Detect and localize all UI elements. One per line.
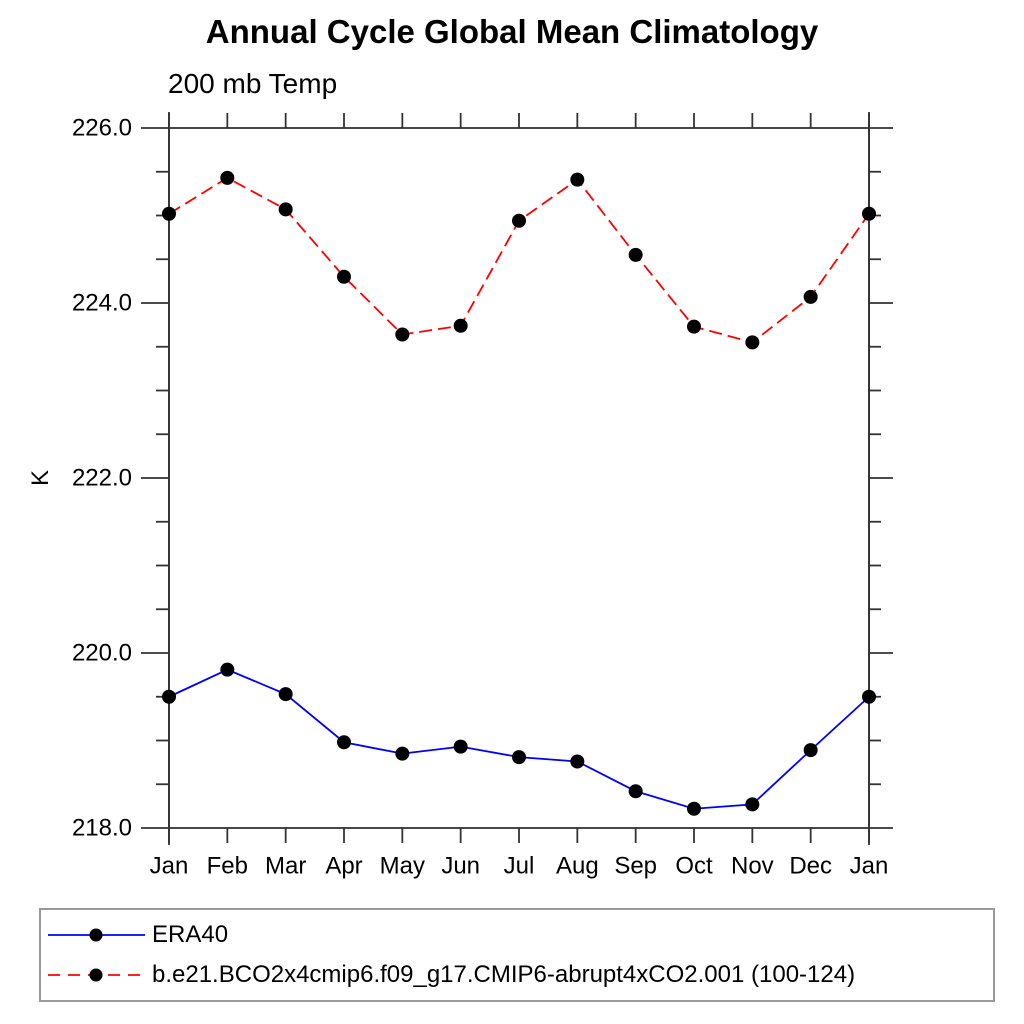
data-point-marker <box>512 750 526 765</box>
data-point-marker <box>862 206 876 221</box>
chart-subtitle: 200 mb Temp <box>168 68 338 99</box>
data-point-marker <box>162 689 176 704</box>
x-tick-label: Aug <box>556 853 599 880</box>
legend-line-sample-solid <box>48 928 145 942</box>
data-point-marker <box>162 206 176 221</box>
legend-sample-marker <box>89 968 103 982</box>
y-tick-label: 220.0 <box>72 640 132 667</box>
legend-label-era40: ERA40 <box>152 921 229 949</box>
data-point-marker <box>862 689 876 704</box>
x-tick-label: Mar <box>265 853 306 880</box>
x-tick-label: Jul <box>504 853 535 880</box>
x-tick-label: Nov <box>731 853 774 880</box>
plot-frame <box>168 127 870 829</box>
series-line-1 <box>168 176 870 344</box>
y-tick-label: 224.0 <box>72 290 132 317</box>
data-point-marker <box>687 801 701 816</box>
chart-title: Annual Cycle Global Mean Climatology <box>205 13 819 50</box>
x-tick-label: Jan <box>150 853 189 880</box>
data-point-marker <box>628 784 643 799</box>
legend-sample-marker <box>89 928 103 942</box>
data-point-marker <box>803 289 818 304</box>
y-tick-label: 226.0 <box>72 115 132 142</box>
legend-item-era40: ERA40 <box>46 921 993 949</box>
x-tick-label: May <box>380 853 425 880</box>
data-point-marker <box>453 739 468 754</box>
data-point-marker <box>745 797 760 812</box>
data-point-marker <box>278 202 293 217</box>
data-point-marker <box>570 754 585 769</box>
data-point-marker <box>687 319 701 334</box>
data-point-marker <box>628 247 643 262</box>
legend-box: ERA40 b.e21.BCO2x4cmip6.f09_g17.CMIP6-ab… <box>39 908 995 1002</box>
x-tick-label: Dec <box>789 853 832 880</box>
data-point-marker <box>395 327 410 342</box>
data-point-marker <box>512 213 526 228</box>
legend-label-model: b.e21.BCO2x4cmip6.f09_g17.CMIP6-abrupt4x… <box>152 960 856 988</box>
x-tick-label: Apr <box>325 853 362 880</box>
data-point-marker <box>337 269 351 284</box>
data-point-marker <box>453 318 468 333</box>
series-line-0 <box>168 668 870 810</box>
data-point-marker <box>278 687 293 702</box>
data-point-marker <box>337 735 351 750</box>
x-tick-label: Jan <box>850 853 889 880</box>
legend-line-sample-dashed <box>48 968 145 982</box>
data-point-marker <box>745 335 760 350</box>
legend-item-model: b.e21.BCO2x4cmip6.f09_g17.CMIP6-abrupt4x… <box>46 961 993 989</box>
x-tick-label: Oct <box>675 853 713 880</box>
x-tick-label: Feb <box>207 853 248 880</box>
data-point-marker <box>395 746 410 761</box>
x-tick-label: Jun <box>441 853 480 880</box>
y-tick-label: 222.0 <box>72 465 132 492</box>
data-point-marker <box>803 743 818 758</box>
x-tick-label: Sep <box>614 853 657 880</box>
data-point-marker <box>220 662 235 677</box>
data-point-marker <box>220 170 235 185</box>
y-tick-label: 218.0 <box>72 815 132 842</box>
data-point-marker <box>570 172 585 187</box>
